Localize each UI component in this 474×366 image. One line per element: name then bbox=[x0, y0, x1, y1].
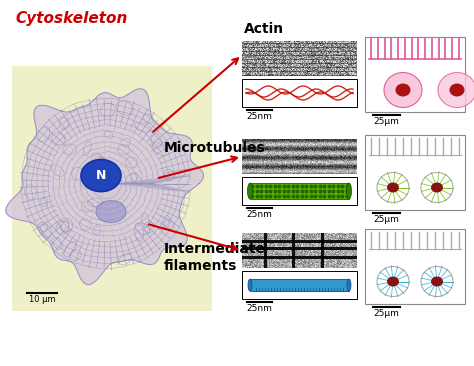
Ellipse shape bbox=[247, 183, 253, 199]
Ellipse shape bbox=[421, 172, 453, 202]
Ellipse shape bbox=[248, 279, 252, 291]
Bar bbox=[250, 183, 349, 199]
Text: 25nm: 25nm bbox=[246, 304, 272, 313]
Bar bbox=[242, 271, 357, 299]
Bar bbox=[242, 233, 357, 268]
Bar bbox=[242, 79, 357, 107]
Bar bbox=[242, 177, 357, 205]
Ellipse shape bbox=[96, 201, 126, 223]
Ellipse shape bbox=[449, 83, 465, 97]
Ellipse shape bbox=[431, 276, 443, 287]
Text: Intermediate
filaments: Intermediate filaments bbox=[164, 242, 266, 273]
Ellipse shape bbox=[384, 72, 422, 108]
Text: Cytoskeleton: Cytoskeleton bbox=[15, 11, 128, 26]
Ellipse shape bbox=[421, 266, 453, 296]
Ellipse shape bbox=[377, 266, 409, 296]
Text: Actin: Actin bbox=[244, 22, 284, 36]
Bar bbox=[242, 139, 357, 174]
Polygon shape bbox=[6, 89, 203, 285]
Bar bbox=[250, 279, 349, 291]
Bar bbox=[365, 135, 465, 210]
Bar bbox=[242, 41, 357, 76]
Ellipse shape bbox=[377, 172, 409, 202]
Text: N: N bbox=[96, 169, 106, 182]
Ellipse shape bbox=[387, 276, 399, 287]
Text: 10 μm: 10 μm bbox=[29, 295, 55, 304]
Ellipse shape bbox=[387, 183, 399, 193]
Bar bbox=[365, 229, 465, 304]
Text: 25μm: 25μm bbox=[373, 309, 399, 318]
Text: 25μm: 25μm bbox=[373, 215, 399, 224]
Bar bbox=[365, 37, 465, 112]
Text: 25nm: 25nm bbox=[246, 210, 272, 219]
Text: 25nm: 25nm bbox=[246, 112, 272, 121]
Text: 25μm: 25μm bbox=[373, 117, 399, 126]
Ellipse shape bbox=[438, 72, 474, 108]
Ellipse shape bbox=[347, 279, 351, 291]
Bar bbox=[12, 66, 212, 311]
Text: Microtubules: Microtubules bbox=[164, 142, 266, 156]
Ellipse shape bbox=[395, 83, 410, 97]
Ellipse shape bbox=[431, 183, 443, 193]
Ellipse shape bbox=[81, 160, 121, 191]
Ellipse shape bbox=[346, 183, 352, 199]
